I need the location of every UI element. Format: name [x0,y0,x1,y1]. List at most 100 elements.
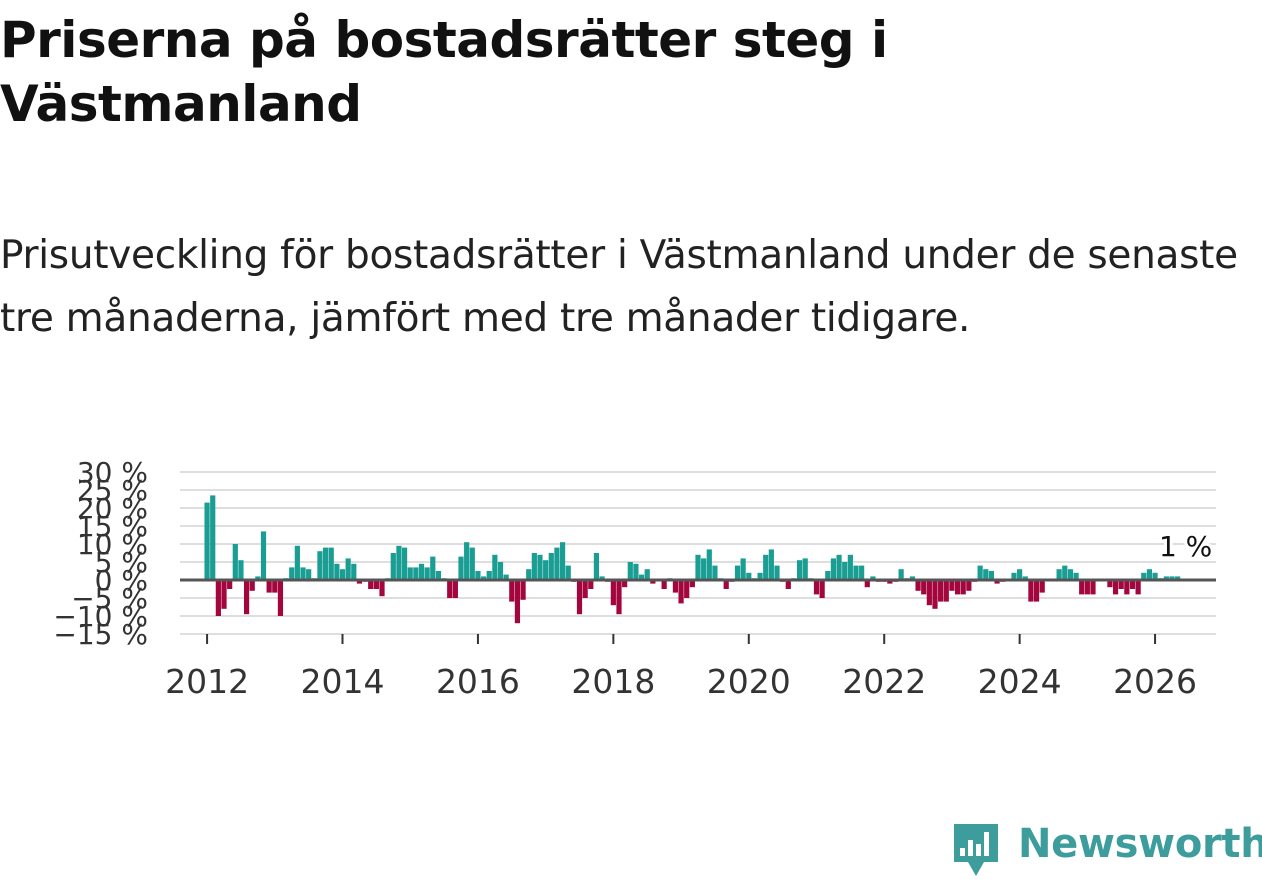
bar [1146,569,1153,580]
x-tick-label: 2026 [1113,662,1197,701]
bar [317,551,323,580]
bar [859,565,865,580]
bar [227,580,233,589]
bar [746,572,752,580]
bar [255,576,261,580]
bar [644,569,650,580]
bar [215,580,221,616]
bar [627,562,633,580]
bar [435,571,442,580]
bar [966,580,972,591]
bar [1056,569,1062,580]
bar [994,580,1000,584]
x-tick-label: 2020 [707,662,791,701]
x-tick-label: 2024 [978,662,1062,701]
bar [407,567,413,580]
bar [204,502,210,580]
bar [469,547,475,580]
newsworthy-brand: Newsworthy [950,818,1262,878]
bar [514,580,521,624]
bar [277,580,284,616]
bar [1152,572,1158,580]
bar [238,560,244,580]
x-tick-label: 2014 [301,662,385,701]
bar [390,553,396,580]
bar [424,567,430,580]
bar [396,545,402,580]
bar [672,580,679,593]
bar [842,562,848,580]
y-tick-label: 20 % [77,492,148,525]
grid-lines [180,471,1216,635]
last-value-annotation: 1 % [1159,530,1212,563]
bar [915,580,921,591]
bar [486,571,492,580]
bar [345,558,351,580]
bar [300,567,306,580]
bar [870,576,876,580]
bar [260,531,267,580]
bar [520,580,526,600]
bar [763,554,769,580]
axis-labels: −15 %−10 %−5 %0 %5 %10 %15 %20 %25 %30 %… [53,456,1215,701]
bar [249,580,255,591]
bar [599,576,605,580]
bar [909,576,916,580]
bar [943,580,949,602]
bar [926,580,932,606]
bar [932,580,938,609]
bar [339,569,346,580]
bar [548,553,554,580]
bar [633,563,639,580]
bar [954,580,961,595]
bar [706,549,712,580]
bar [543,560,549,580]
bar [503,574,509,580]
y-tick-label: −10 % [53,600,148,633]
bar [847,554,853,580]
bar [1169,576,1175,580]
bar [921,580,927,595]
bar [695,554,701,580]
bar [678,580,684,604]
bar [289,567,295,580]
bar [712,565,718,580]
bar [622,580,628,588]
bar [774,565,780,580]
bar [565,565,571,580]
bar [819,580,825,598]
bar [1073,572,1079,580]
y-tick-label: −5 % [71,582,148,615]
bar [576,580,583,615]
bar [464,542,470,580]
brand-name: Newsworthy [1018,821,1262,867]
bar [638,574,645,580]
bar [768,549,774,580]
bar [723,580,729,589]
bar [802,558,808,580]
bar [836,554,842,580]
bar [1028,580,1034,602]
bar [796,560,803,580]
y-tick-label: 10 % [77,528,148,561]
y-tick-label: 15 % [77,510,148,543]
chart-subtitle: Prisutveckling för bostadsrätter i Västm… [0,233,1238,341]
bar [1084,580,1090,595]
bar [1033,580,1040,602]
bar [588,580,594,589]
bar [475,571,481,580]
bar [232,544,238,580]
bar [853,565,859,580]
bar [988,571,995,580]
bar [294,545,300,580]
bar [379,580,385,597]
bar [413,567,419,580]
newsworthy-logo-icon [954,824,998,876]
bar [1107,580,1113,588]
bar [650,580,656,584]
bar [1079,580,1085,595]
bar [458,556,464,580]
bar [368,580,374,589]
bar [977,565,983,580]
bar [492,554,498,580]
